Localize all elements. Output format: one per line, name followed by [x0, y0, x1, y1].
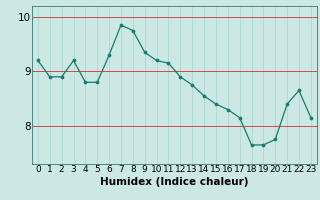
- X-axis label: Humidex (Indice chaleur): Humidex (Indice chaleur): [100, 177, 249, 187]
